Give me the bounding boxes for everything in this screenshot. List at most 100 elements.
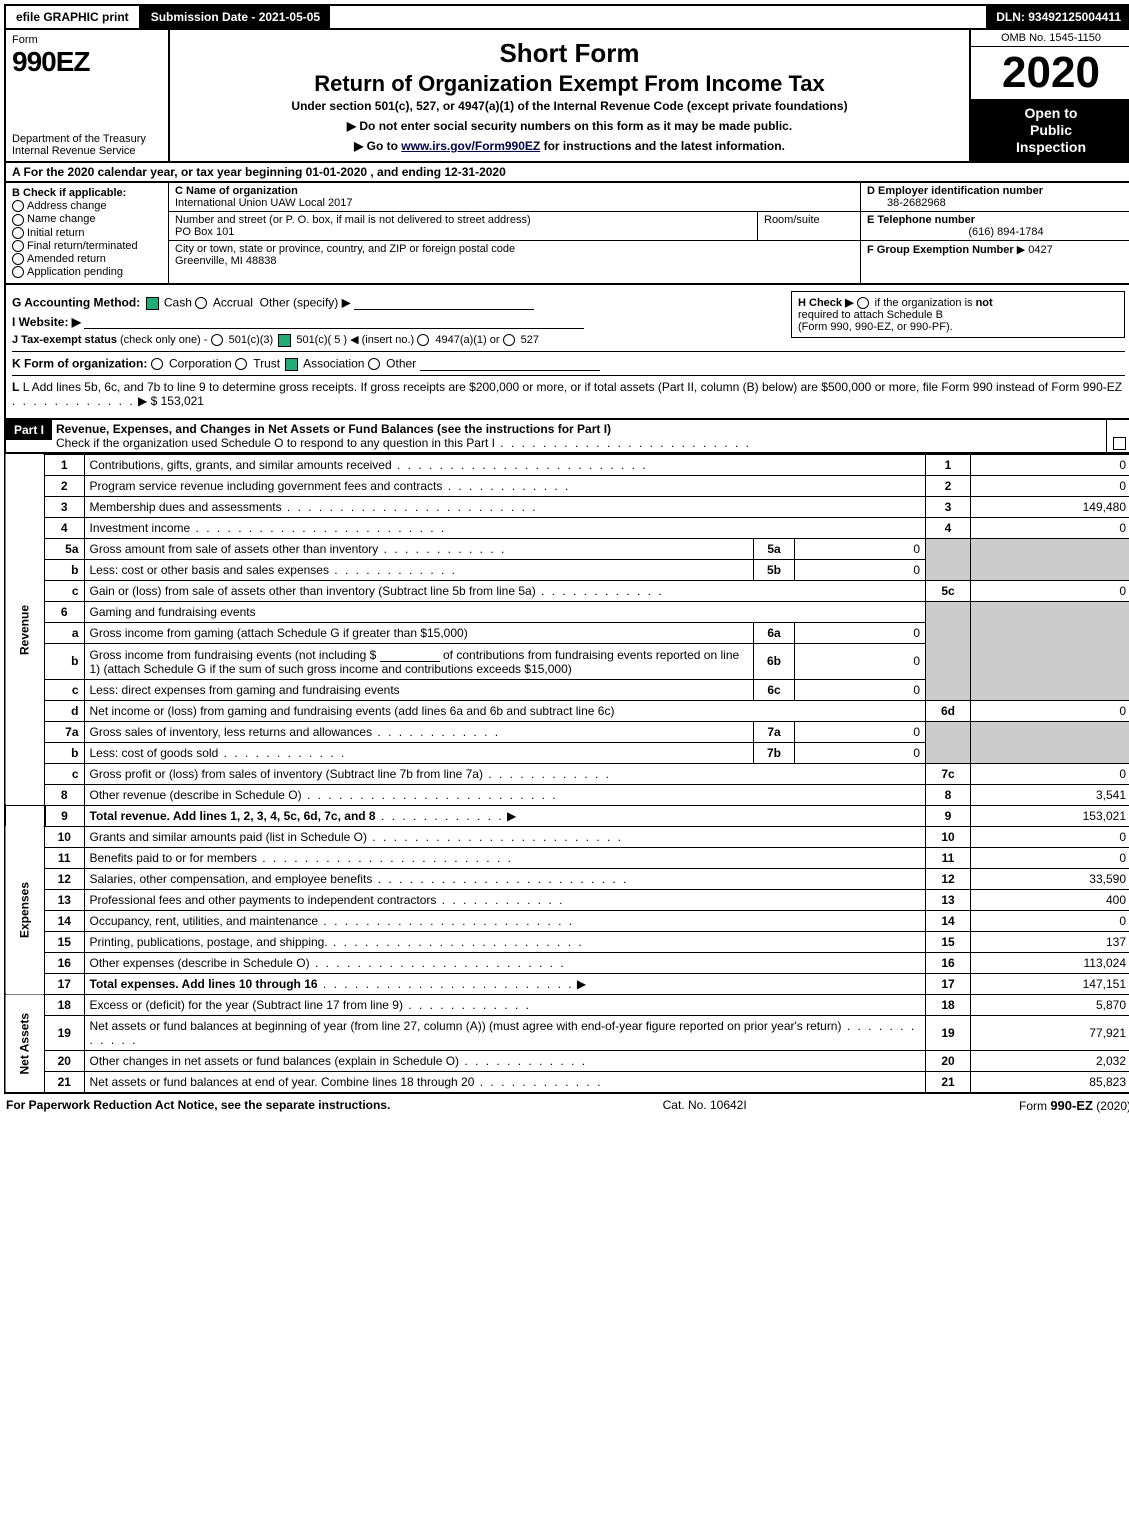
- desc-7c: Gross profit or (loss) from sales of inv…: [90, 767, 483, 781]
- chk-application-pending-label: Application pending: [27, 266, 123, 278]
- sub-6b: 6b: [754, 643, 795, 679]
- k-corp-label: Corporation: [169, 356, 232, 370]
- subval-5a: 0: [795, 538, 926, 559]
- val-14: 0: [971, 910, 1129, 931]
- subval-5b: 0: [795, 559, 926, 580]
- desc-14: Occupancy, rent, utilities, and maintena…: [90, 914, 319, 928]
- efile-print-button[interactable]: efile GRAPHIC print: [6, 6, 141, 28]
- h-radio[interactable]: [857, 297, 869, 309]
- desc-6a: Gross income from gaming (attach Schedul…: [90, 626, 468, 640]
- val-15: 137: [971, 931, 1129, 952]
- desc-17: Total expenses. Add lines 10 through 16: [90, 977, 318, 991]
- part1-title: Revenue, Expenses, and Changes in Net As…: [56, 422, 611, 436]
- footer-right-suffix: (2020): [1093, 1099, 1129, 1113]
- chk-name-change[interactable]: [12, 214, 24, 226]
- desc-11: Benefits paid to or for members: [90, 851, 257, 865]
- desc-18: Excess or (deficit) for the year (Subtra…: [90, 998, 403, 1012]
- top-bar: efile GRAPHIC print Submission Date - 20…: [4, 4, 1129, 30]
- j-note: (check only one) -: [120, 334, 207, 346]
- footer: For Paperwork Reduction Act Notice, see …: [4, 1094, 1129, 1117]
- k-other-input[interactable]: [420, 356, 600, 371]
- subval-7b: 0: [795, 742, 926, 763]
- footer-left: For Paperwork Reduction Act Notice, see …: [6, 1098, 390, 1113]
- desc-6d: Net income or (loss) from gaming and fun…: [90, 704, 615, 718]
- under-section: Under section 501(c), 527, or 4947(a)(1)…: [178, 99, 961, 113]
- k-other-radio[interactable]: [368, 358, 380, 370]
- j-527-radio[interactable]: [503, 334, 515, 346]
- h-box: H Check ▶ if the organization is not req…: [791, 291, 1125, 338]
- open-public-badge: Open to Public Inspection: [971, 99, 1129, 161]
- l-row: L L Add lines 5b, 6c, and 7b to line 9 t…: [12, 375, 1125, 408]
- val-6d: 0: [971, 700, 1129, 721]
- sub-7a: 7a: [754, 721, 795, 742]
- chk-name-change-label: Name change: [27, 213, 96, 225]
- dept-treasury: Department of the Treasury: [12, 133, 162, 145]
- g-cash-checkbox[interactable]: [146, 297, 159, 310]
- 6b-amount-input[interactable]: [380, 647, 440, 662]
- k-trust-radio[interactable]: [235, 358, 247, 370]
- chk-final-return[interactable]: [12, 240, 24, 252]
- subval-6a: 0: [795, 622, 926, 643]
- desc-16: Other expenses (describe in Schedule O): [90, 956, 310, 970]
- sub-7b: 7b: [754, 742, 795, 763]
- val-9: 153,021: [971, 805, 1129, 826]
- open-line1: Open to: [975, 105, 1127, 122]
- instr-goto: ▶ Go to www.irs.gov/Form990EZ for instru…: [178, 139, 961, 153]
- chk-initial-return[interactable]: [12, 227, 24, 239]
- chk-amended-return-label: Amended return: [27, 253, 106, 265]
- chk-address-change[interactable]: [12, 200, 24, 212]
- website-input[interactable]: [84, 314, 584, 329]
- form-number: 990EZ: [12, 46, 162, 78]
- footer-right: Form 990-EZ (2020): [1019, 1098, 1129, 1113]
- footer-right-prefix: Form: [1019, 1099, 1050, 1113]
- irs-link[interactable]: www.irs.gov/Form990EZ: [401, 139, 540, 153]
- num-7c: 7c: [926, 763, 971, 784]
- dept-irs: Internal Revenue Service: [12, 145, 162, 157]
- j-4947-radio[interactable]: [417, 334, 429, 346]
- k-assoc-checkbox[interactable]: [285, 358, 298, 371]
- form-label: Form: [12, 34, 162, 46]
- desc-9: Total revenue. Add lines 1, 2, 3, 4, 5c,…: [90, 809, 376, 823]
- j-4947-label: 4947(a)(1) or: [435, 334, 499, 346]
- val-8: 3,541: [971, 784, 1129, 805]
- sub-6a: 6a: [754, 622, 795, 643]
- num-5c: 5c: [926, 580, 971, 601]
- d-ein-value: 38-2682968: [867, 197, 1125, 209]
- f-group-label: F Group Exemption Number: [867, 244, 1014, 256]
- h-not: not: [976, 297, 993, 309]
- j-501c3-radio[interactable]: [211, 334, 223, 346]
- k-other-label: Other: [386, 356, 416, 370]
- omb-number: OMB No. 1545-1150: [971, 30, 1129, 47]
- desc-15: Printing, publications, postage, and shi…: [90, 935, 328, 949]
- desc-6b-1: Gross income from fundraising events (no…: [90, 648, 377, 662]
- instr-ssn: Do not enter social security numbers on …: [178, 119, 961, 133]
- desc-8: Other revenue (describe in Schedule O): [90, 788, 302, 802]
- desc-1: Contributions, gifts, grants, and simila…: [90, 458, 392, 472]
- desc-12: Salaries, other compensation, and employ…: [90, 872, 373, 886]
- j-label: J Tax-exempt status: [12, 334, 117, 346]
- i-label: I Website: ▶: [12, 315, 81, 329]
- part1-table: Revenue 1 Contributions, gifts, grants, …: [4, 454, 1129, 1094]
- instr-goto-suffix: for instructions and the latest informat…: [540, 139, 785, 153]
- footer-right-form: 990-EZ: [1050, 1098, 1093, 1113]
- desc-5b: Less: cost or other basis and sales expe…: [90, 563, 329, 577]
- chk-application-pending[interactable]: [12, 266, 24, 278]
- val-20: 2,032: [971, 1050, 1129, 1071]
- short-form-title: Short Form: [178, 38, 961, 69]
- open-line2: Public: [975, 122, 1127, 139]
- chk-amended-return[interactable]: [12, 253, 24, 265]
- sub-5b: 5b: [754, 559, 795, 580]
- j-527-label: 527: [521, 334, 539, 346]
- val-19: 77,921: [971, 1015, 1129, 1050]
- j-501c3-label: 501(c)(3): [229, 334, 274, 346]
- ln-1: 1: [45, 454, 85, 475]
- part1-schedule-o-checkbox[interactable]: [1113, 437, 1126, 450]
- g-other-input[interactable]: [354, 295, 534, 310]
- chk-initial-return-label: Initial return: [27, 227, 84, 239]
- k-corp-radio[interactable]: [151, 358, 163, 370]
- k-row: K Form of organization: Corporation Trus…: [12, 351, 1125, 371]
- val-5c: 0: [971, 580, 1129, 601]
- e-phone-value: (616) 894-1784: [867, 226, 1125, 238]
- j-501c-checkbox[interactable]: [278, 334, 291, 347]
- g-accrual-radio[interactable]: [195, 297, 207, 309]
